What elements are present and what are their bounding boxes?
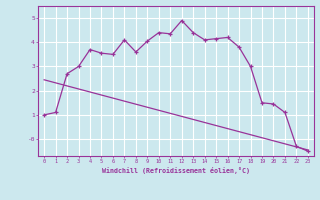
X-axis label: Windchill (Refroidissement éolien,°C): Windchill (Refroidissement éolien,°C) xyxy=(102,167,250,174)
